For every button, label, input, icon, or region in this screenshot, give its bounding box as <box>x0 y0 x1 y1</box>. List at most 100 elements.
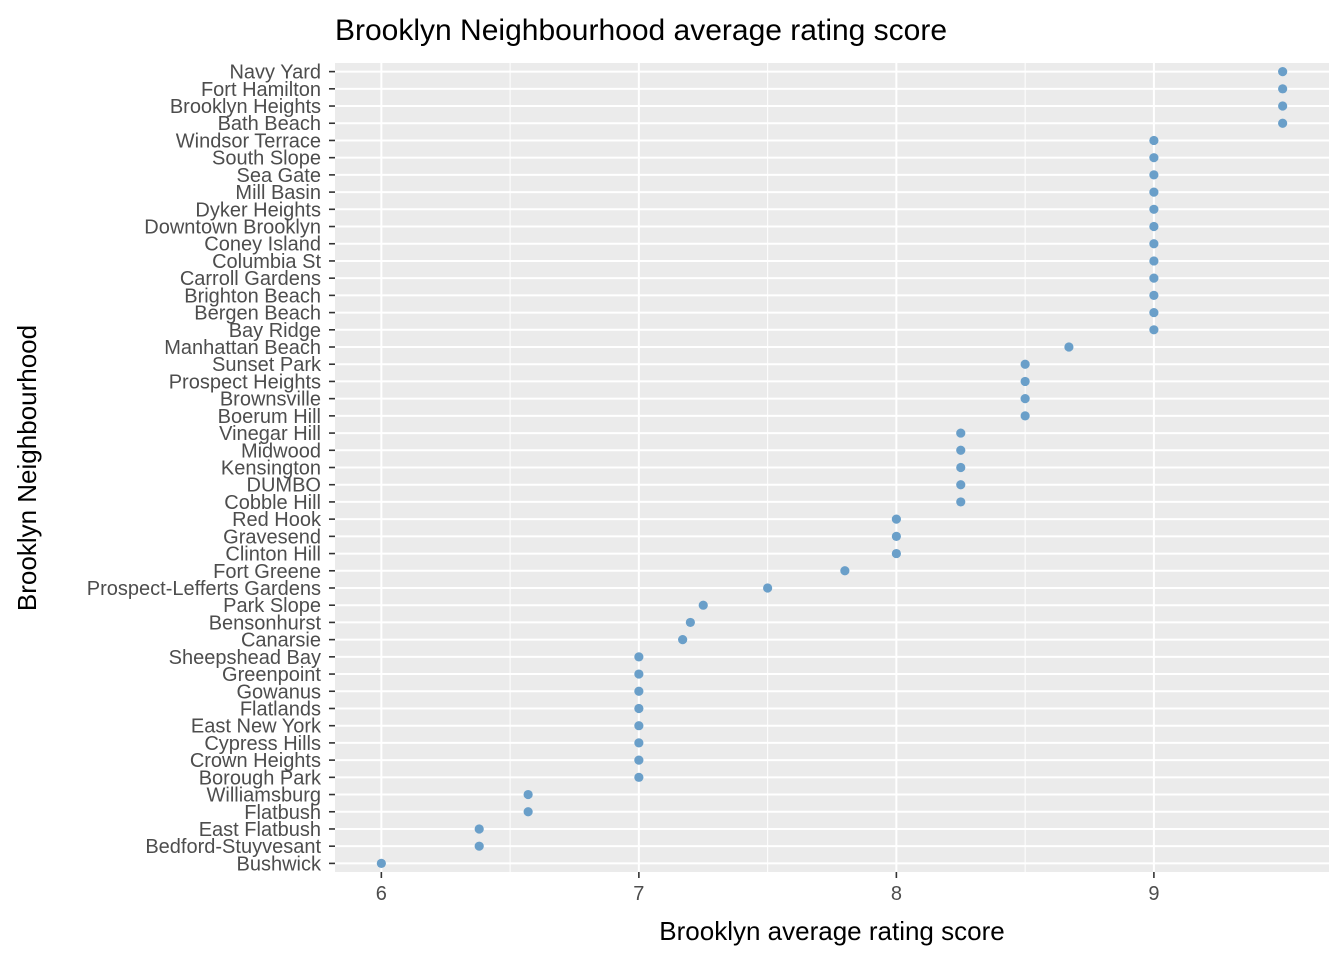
data-point <box>1278 84 1288 94</box>
data-point <box>763 583 773 593</box>
data-point <box>891 531 901 541</box>
y-tick-label: Columbia St <box>212 251 321 273</box>
y-tick-label: Brighton Beach <box>184 285 321 307</box>
y-tick-label: Fort Hamilton <box>201 79 321 101</box>
y-tick-label: Midwood <box>241 440 321 462</box>
y-tick-label: Greenpoint <box>222 664 321 686</box>
x-tick-label: 9 <box>1148 883 1159 905</box>
data-point <box>1149 290 1159 300</box>
y-tick-label: Prospect Heights <box>169 371 321 393</box>
y-tick-label: Vinegar Hill <box>219 423 321 445</box>
x-tick-label: 6 <box>376 883 387 905</box>
data-point <box>956 462 966 473</box>
data-point <box>634 772 644 782</box>
data-point <box>1149 170 1159 180</box>
y-tick-label: Sunset Park <box>212 354 322 376</box>
data-point <box>698 600 708 610</box>
data-point <box>956 428 966 438</box>
y-tick-label: East Flatbush <box>199 819 321 841</box>
data-point <box>1149 307 1159 318</box>
data-point <box>1064 342 1074 352</box>
major-gridlines <box>335 63 1329 872</box>
y-tick-label: Crown Heights <box>190 750 321 772</box>
data-point <box>1149 239 1159 249</box>
data-point <box>1149 325 1159 335</box>
y-tick-label: Flatbush <box>244 802 321 824</box>
data-point <box>685 617 695 628</box>
y-tick-label: Bay Ridge <box>229 320 321 342</box>
y-tick-label: Prospect-Lefferts Gardens <box>87 578 321 600</box>
y-tick-label: Park Slope <box>223 595 321 617</box>
y-tick-label: Red Hook <box>232 509 322 531</box>
y-tick-label: Fort Greene <box>213 561 321 583</box>
data-point <box>376 858 386 868</box>
data-point <box>1149 256 1159 266</box>
y-tick-label: Cobble Hill <box>224 492 321 514</box>
data-point <box>1149 221 1159 232</box>
data-point <box>1149 187 1159 197</box>
y-tick-label: Downtown Brooklyn <box>144 217 321 239</box>
data-point <box>956 445 966 455</box>
y-tick-label: Gravesend <box>223 526 321 548</box>
data-point <box>678 635 688 645</box>
y-tick-label: Kensington <box>221 458 321 480</box>
data-point <box>474 841 484 851</box>
y-tick-label: Bensonhurst <box>209 612 322 634</box>
y-tick-label: Williamsburg <box>207 785 321 807</box>
y-tick-label: South Slope <box>212 148 321 170</box>
data-point <box>1149 135 1159 146</box>
data-point <box>1278 67 1288 77</box>
y-tick-label: Borough Park <box>199 767 322 789</box>
y-tick-label: Bedford-Stuyvesant <box>145 836 321 858</box>
x-tick-label: 8 <box>891 883 902 905</box>
data-point <box>1149 273 1159 283</box>
data-point <box>634 721 644 731</box>
y-tick-label: Bergen Beach <box>194 303 321 325</box>
y-tick-label: Carroll Gardens <box>180 268 321 290</box>
data-point <box>634 738 644 748</box>
data-point <box>1149 204 1159 214</box>
y-tick-label: Dyker Heights <box>195 199 321 221</box>
data-point <box>634 755 644 765</box>
data-point <box>1149 153 1159 163</box>
y-tick-label: Flatlands <box>240 698 321 720</box>
data-point <box>523 807 533 817</box>
data-point <box>1020 376 1030 387</box>
data-point <box>634 669 644 679</box>
y-tick-label: Navy Yard <box>229 62 321 84</box>
data-point <box>634 686 644 696</box>
y-tick-label: Canarsie <box>241 630 321 652</box>
data-point <box>956 480 966 490</box>
data-point <box>634 652 644 662</box>
chart-title: Brooklyn Neighbourhood average rating sc… <box>335 14 947 47</box>
y-tick-label: Boerum Hill <box>218 406 321 428</box>
y-tick-label: Manhattan Beach <box>164 337 321 359</box>
data-point <box>1278 101 1288 111</box>
data-point <box>891 514 901 524</box>
x-tick-label: 7 <box>633 883 644 905</box>
data-point <box>1278 118 1288 128</box>
data-point <box>1020 394 1030 404</box>
data-point <box>634 703 644 714</box>
data-point <box>891 548 901 559</box>
y-tick-label: Sheepshead Bay <box>169 647 321 669</box>
y-tick-label: Windsor Terrace <box>176 130 321 152</box>
x-axis-ticks: 6 7 8 9 <box>376 872 1159 905</box>
y-tick-label: Bath Beach <box>218 113 321 135</box>
data-point <box>523 789 533 800</box>
y-tick-label: East New York <box>191 716 322 738</box>
y-tick-label: Mill Basin <box>235 182 321 204</box>
y-tick-label: Sea Gate <box>236 165 321 187</box>
data-point <box>1020 411 1030 421</box>
y-tick-label: Gowanus <box>237 681 322 703</box>
data-points <box>376 67 1288 868</box>
y-tick-label: Clinton Hill <box>225 544 321 566</box>
data-point <box>474 824 484 834</box>
data-point <box>1020 359 1030 369</box>
y-tick-label: Cypress Hills <box>204 733 321 755</box>
y-tick-label: Brooklyn Heights <box>170 96 321 118</box>
data-point <box>956 497 966 507</box>
y-tick-label: Brownsville <box>220 389 321 411</box>
